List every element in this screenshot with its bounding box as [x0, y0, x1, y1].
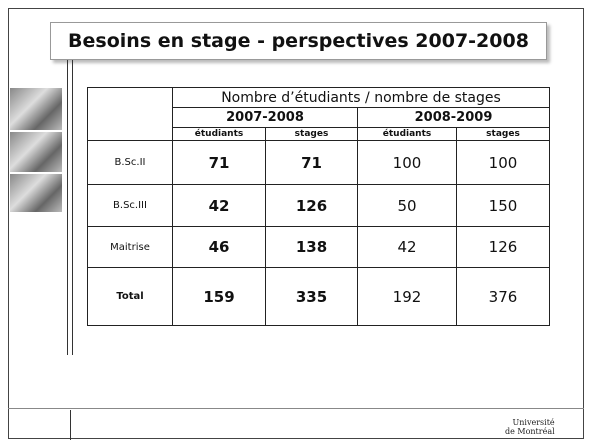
group-header: 2008-2009 — [358, 108, 550, 128]
data-table: Nombre d’étudiants / nombre de stages 20… — [87, 87, 550, 326]
corner-cell — [88, 88, 173, 141]
logo: Université de Montréal — [505, 418, 555, 436]
cell: 376 — [457, 268, 550, 326]
cell: 100 — [457, 141, 550, 185]
row-label: B.Sc.III — [88, 185, 173, 227]
table-caption: Nombre d’étudiants / nombre de stages — [173, 88, 550, 108]
divider — [67, 60, 68, 355]
logo-text: Université — [505, 418, 555, 427]
cell: 159 — [173, 268, 266, 326]
cell: 100 — [358, 141, 457, 185]
photo — [10, 132, 62, 172]
photo — [10, 88, 62, 130]
footer-line — [8, 408, 584, 409]
column-header: étudiants — [173, 128, 266, 141]
column-header: stages — [457, 128, 550, 141]
row-label: Total — [88, 268, 173, 326]
cell: 335 — [266, 268, 358, 326]
logo-text: de Montréal — [505, 427, 555, 436]
photo — [10, 174, 62, 212]
cell: 71 — [173, 141, 266, 185]
slide-title: Besoins en stage - perspectives 2007-200… — [50, 22, 547, 60]
row-label: B.Sc.II — [88, 141, 173, 185]
cell: 126 — [457, 227, 550, 268]
column-header: étudiants — [358, 128, 457, 141]
cell: 71 — [266, 141, 358, 185]
row-label: Maitrise — [88, 227, 173, 268]
cell: 192 — [358, 268, 457, 326]
cell: 46 — [173, 227, 266, 268]
group-header: 2007-2008 — [173, 108, 358, 128]
cell: 50 — [358, 185, 457, 227]
divider — [72, 60, 73, 355]
cell: 138 — [266, 227, 358, 268]
divider — [70, 410, 71, 440]
column-header: stages — [266, 128, 358, 141]
cell: 126 — [266, 185, 358, 227]
slide: Besoins en stage - perspectives 2007-200… — [0, 0, 594, 445]
cell: 42 — [173, 185, 266, 227]
cell: 42 — [358, 227, 457, 268]
cell: 150 — [457, 185, 550, 227]
